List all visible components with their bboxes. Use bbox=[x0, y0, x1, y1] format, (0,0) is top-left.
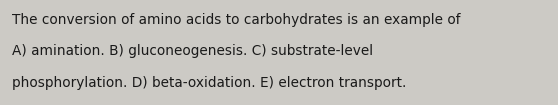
Text: A) amination. B) gluconeogenesis. C) substrate-level: A) amination. B) gluconeogenesis. C) sub… bbox=[12, 44, 373, 58]
Text: The conversion of amino acids to carbohydrates is an example of: The conversion of amino acids to carbohy… bbox=[12, 13, 461, 27]
Text: phosphorylation. D) beta-oxidation. E) electron transport.: phosphorylation. D) beta-oxidation. E) e… bbox=[12, 76, 407, 90]
